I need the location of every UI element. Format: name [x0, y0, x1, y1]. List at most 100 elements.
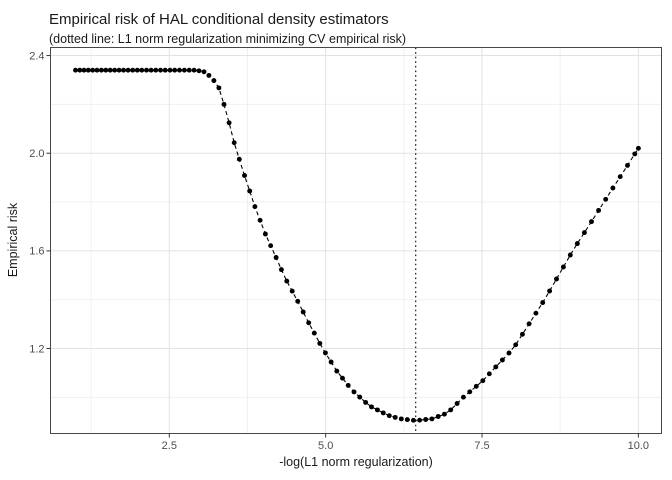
- data-point: [167, 67, 173, 73]
- data-point: [162, 67, 168, 73]
- data-point: [340, 375, 345, 381]
- data-point: [448, 407, 454, 413]
- data-point: [284, 278, 290, 284]
- chart-title: Empirical risk of HAL conditional densit…: [49, 11, 389, 28]
- data-point: [177, 67, 182, 73]
- data-point: [480, 378, 486, 384]
- data-point: [345, 382, 351, 388]
- data-point: [603, 196, 609, 202]
- data-point: [116, 67, 122, 73]
- chart-subtitle: (dotted line: L1 norm regularization min…: [49, 32, 406, 46]
- y-tick-label: 2.0: [29, 148, 44, 160]
- data-point: [357, 394, 363, 400]
- data-point: [268, 243, 274, 249]
- data-point: [596, 207, 602, 213]
- data-point: [386, 413, 392, 419]
- data-point: [574, 241, 580, 247]
- data-point: [473, 383, 479, 389]
- data-point: [513, 342, 519, 348]
- data-point: [236, 156, 242, 162]
- risk-curve-line: [75, 69, 639, 421]
- data-point: [231, 140, 237, 146]
- data-point: [526, 321, 532, 327]
- data-point: [134, 67, 140, 73]
- data-point: [81, 67, 87, 73]
- chart-layer: 2.5 5.0 7.5 10.0 1.2 1.6 2.0 2.4: [29, 47, 662, 452]
- data-point: [435, 414, 441, 419]
- y-tick-label: 1.6: [29, 246, 44, 258]
- data-point: [493, 364, 499, 370]
- data-point: [460, 394, 466, 400]
- data-point: [211, 78, 217, 84]
- data-point: [410, 417, 416, 423]
- data-point: [196, 68, 202, 74]
- data-point: [242, 173, 247, 178]
- data-point: [216, 85, 222, 91]
- data-point: [144, 67, 149, 73]
- data-point: [554, 276, 559, 282]
- data-point: [467, 389, 473, 395]
- data-point: [130, 67, 136, 73]
- data-point: [273, 255, 279, 260]
- data-point: [317, 340, 323, 346]
- data-point: [363, 399, 369, 405]
- data-point: [94, 67, 100, 73]
- data-point: [226, 120, 232, 126]
- data-point: [417, 417, 423, 423]
- data-point: [98, 67, 104, 73]
- y-tick-label: 2.4: [29, 50, 44, 62]
- data-point: [560, 264, 566, 270]
- data-point: [306, 320, 312, 326]
- data-point: [404, 417, 410, 423]
- data-point: [252, 204, 258, 210]
- data-point: [201, 69, 207, 75]
- x-tick-label: 10.0: [628, 440, 649, 452]
- data-point: [351, 389, 357, 395]
- data-point: [139, 67, 145, 73]
- data-point: [125, 67, 131, 73]
- data-point: [247, 188, 253, 194]
- data-point: [77, 67, 83, 73]
- data-point: [589, 219, 594, 225]
- data-point: [112, 67, 118, 73]
- data-point: [567, 252, 573, 258]
- data-point: [423, 417, 429, 422]
- data-point: [107, 67, 113, 73]
- data-point: [257, 217, 263, 223]
- data-point: [581, 230, 587, 236]
- data-point: [90, 67, 96, 73]
- data-point: [295, 298, 301, 304]
- data-point: [186, 67, 192, 73]
- data-point: [103, 67, 109, 73]
- data-point: [519, 331, 525, 337]
- data-point: [617, 174, 623, 180]
- x-tick-label: 7.5: [474, 440, 489, 452]
- data-point: [158, 67, 163, 73]
- y-axis-title: Empirical risk: [6, 202, 20, 277]
- data-point: [334, 368, 340, 374]
- data-point: [172, 67, 178, 73]
- data-point: [311, 330, 317, 336]
- y-tick-label: 1.2: [29, 343, 44, 355]
- data-point: [610, 185, 616, 191]
- data-point: [632, 151, 638, 157]
- data-point: [191, 67, 197, 73]
- x-tick-label: 2.5: [162, 440, 177, 452]
- data-point: [369, 404, 374, 410]
- data-point: [278, 267, 284, 273]
- data-point: [148, 67, 154, 73]
- data-point: [506, 350, 512, 356]
- data-point: [206, 72, 212, 78]
- data-point: [441, 411, 447, 417]
- data-point: [300, 309, 306, 315]
- data-point: [374, 407, 380, 413]
- data-point: [153, 67, 159, 73]
- data-point: [635, 145, 641, 151]
- data-point: [398, 416, 404, 422]
- panel-background: [50, 47, 662, 434]
- data-point: [380, 410, 386, 416]
- data-point: [454, 401, 460, 406]
- data-point: [547, 288, 553, 294]
